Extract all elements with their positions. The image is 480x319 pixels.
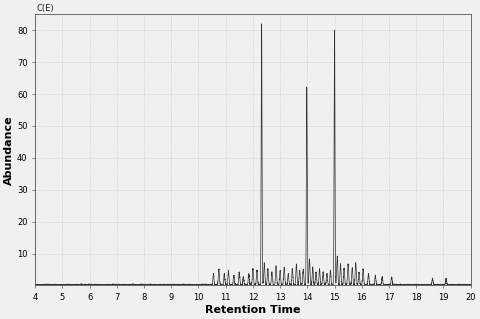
Y-axis label: Abundance: Abundance — [4, 115, 14, 185]
X-axis label: Retention Time: Retention Time — [205, 305, 300, 315]
Text: C(E): C(E) — [36, 4, 54, 13]
